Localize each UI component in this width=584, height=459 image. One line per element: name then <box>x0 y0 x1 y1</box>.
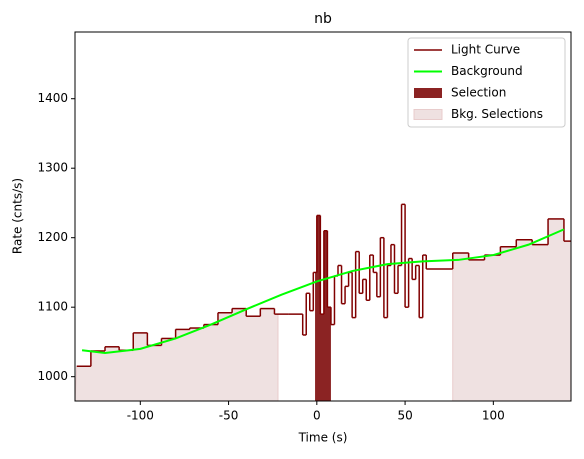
x-axis-label: Time (s) <box>298 431 348 445</box>
y-tick-label: 1200 <box>37 230 68 244</box>
x-tick-label: 0 <box>313 409 321 423</box>
x-tick-label: 50 <box>397 409 412 423</box>
y-tick-label: 1300 <box>37 161 68 175</box>
legend-swatch <box>414 88 442 98</box>
legend-label: Bkg. Selections <box>451 107 543 121</box>
legend-label: Selection <box>451 86 506 100</box>
x-tick-label: -100 <box>127 409 154 423</box>
legend-label: Background <box>451 64 523 78</box>
y-tick-label: 1400 <box>37 91 68 105</box>
x-tick-label: -50 <box>219 409 239 423</box>
x-tick-label: 100 <box>482 409 505 423</box>
y-axis-label: Rate (cnts/s) <box>11 178 25 254</box>
background-line <box>81 228 565 355</box>
chart-title: nb <box>314 11 332 27</box>
legend-swatch <box>413 109 443 120</box>
y-tick-label: 1100 <box>37 300 68 314</box>
y-tick-label: 1000 <box>37 369 68 383</box>
legend-box <box>407 37 566 128</box>
plot-frame <box>74 31 572 402</box>
legend-label: Light Curve <box>451 43 520 57</box>
bkg-selection <box>75 308 279 401</box>
plot-area <box>75 203 571 401</box>
